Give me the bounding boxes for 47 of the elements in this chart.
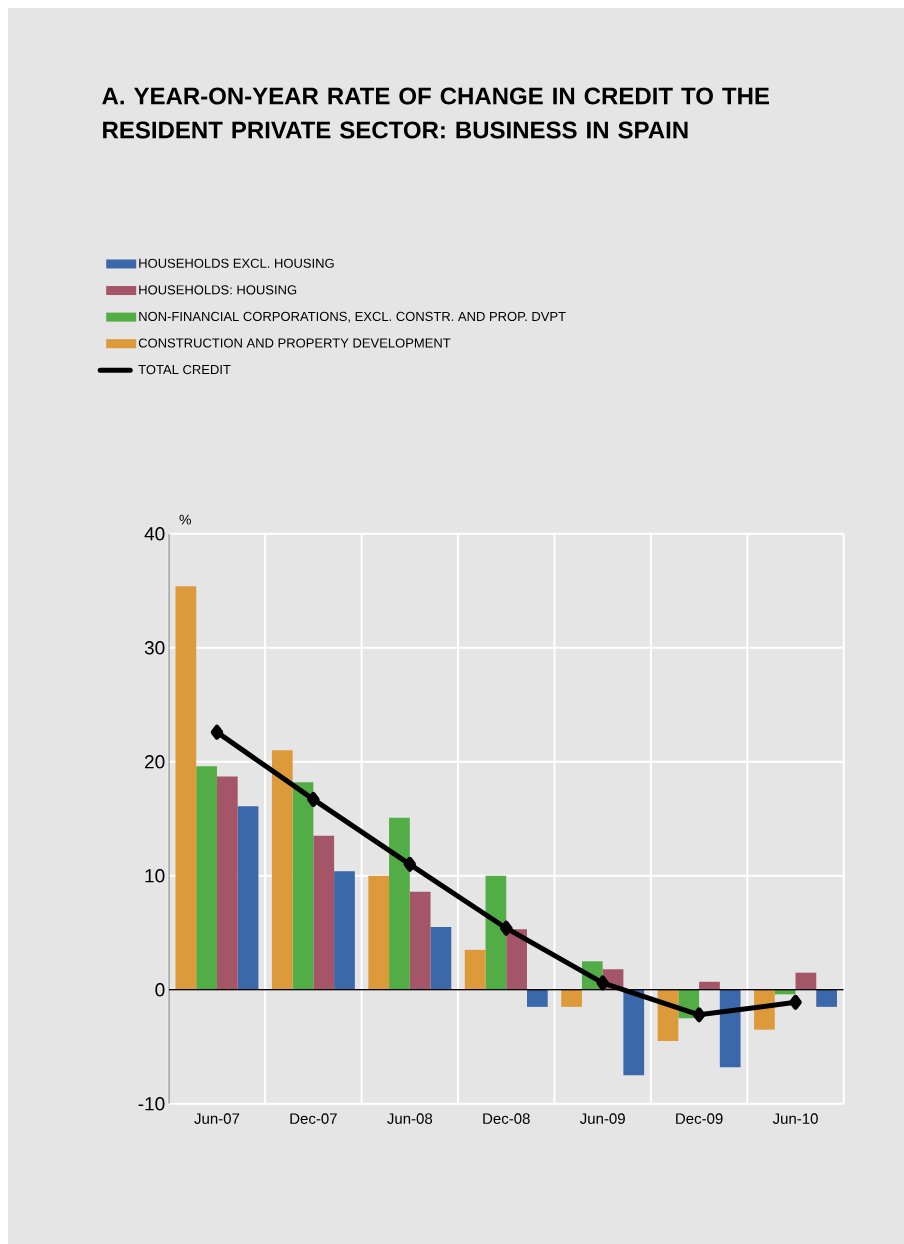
bar [368,875,390,990]
legend-label: CONSTRUCTION AND PROPERTY DEVELOPMENT [138,338,451,348]
point [403,856,417,872]
legend-label: TOTAL CREDIT [138,364,231,375]
bar [464,949,486,990]
point [692,1007,706,1023]
x-tick-label: Jun-07 [194,1113,240,1124]
y-tick-label: -10 [138,1097,165,1111]
bar [561,989,582,1007]
point [500,920,513,936]
point [789,994,802,1010]
bar [409,891,431,990]
x-tick-label: Dec-09 [676,1113,723,1124]
bar [795,972,817,990]
y-tick-label: 40 [144,527,165,541]
x-tick-label: Jun-10 [772,1113,818,1124]
bar [816,989,837,1007]
bar [334,871,355,990]
bar [430,927,452,990]
bar [237,806,259,990]
x-tick-label: Jun-08 [387,1113,433,1124]
bar [623,989,645,1076]
chart-title: A. YEAR-ON-YEAR RATE OF CHANGE IN CREDIT TO THE RESIDENT PRIVATE SECTOR: BUSINESS IN SPAIN [102,87,770,139]
bar [389,817,410,990]
bar [506,929,527,990]
y-tick-label: 30 [144,641,165,655]
bar [526,989,548,1007]
bar [719,989,741,1068]
bar [292,782,314,990]
bar [216,776,238,990]
legend-label: HOUSEHOLDS EXCL. HOUSING [139,258,334,268]
legend-label: NON-FINANCIAL CORPORATIONS, EXCL. CONSTR. AND PROP. DVPT [139,311,566,323]
y-tick-label: 10 [145,869,165,883]
y-tick-label: 0 [155,983,165,997]
bar [271,750,293,990]
x-tick-label: Dec-08 [483,1113,530,1124]
y-axis-title: % [179,514,191,525]
bar [175,586,197,990]
bar [313,835,335,990]
y-tick-label: 20 [145,755,165,769]
x-tick-label: Dec-07 [290,1113,337,1124]
bar [196,766,217,990]
point [596,975,609,991]
legend-label: HOUSEHOLDS: HOUSING [139,285,297,295]
point [210,724,224,740]
x-tick-label: Jun-09 [579,1113,625,1124]
point [307,791,320,807]
